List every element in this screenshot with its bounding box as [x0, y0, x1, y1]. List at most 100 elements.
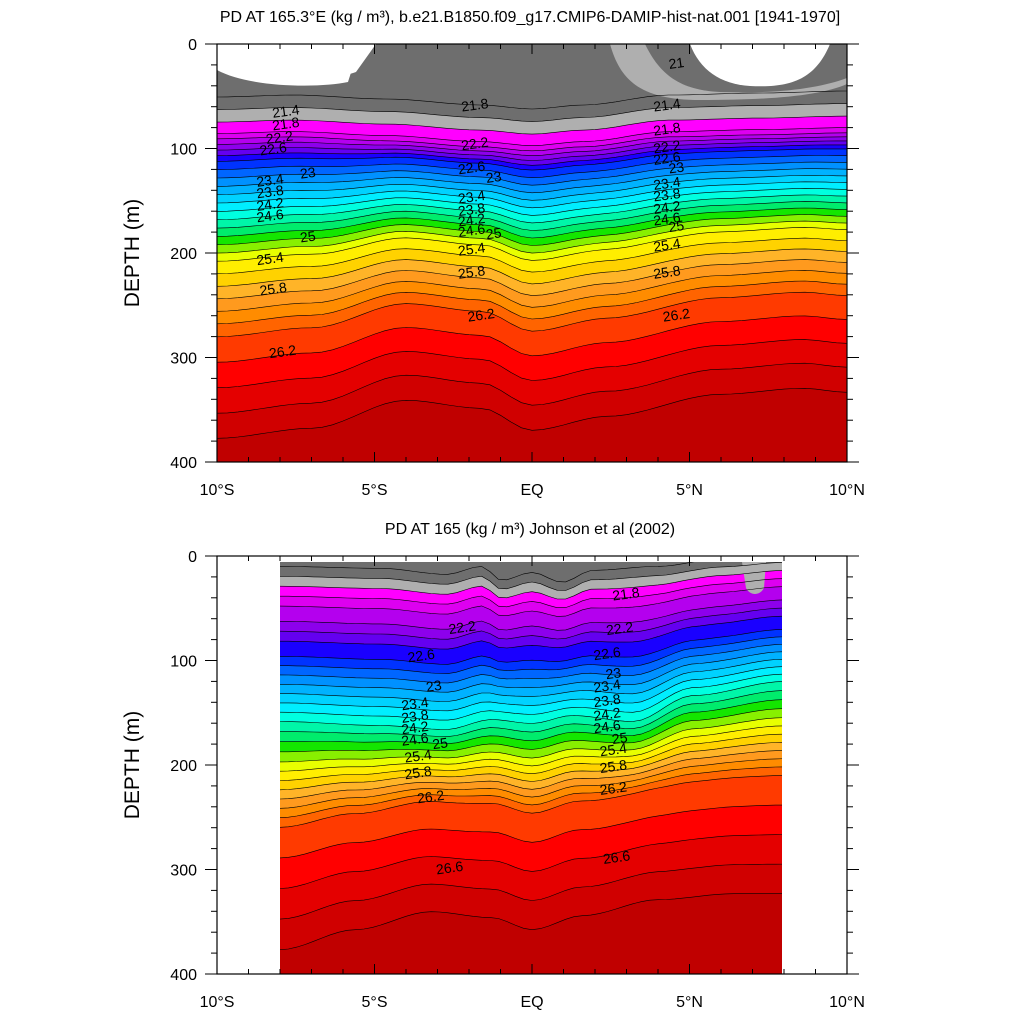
panel-model-contour-label: 23.8: [457, 199, 486, 219]
panel-observed-contour-line: [280, 658, 782, 702]
panel-observed-contour-label: 24.6: [592, 717, 621, 737]
panel-model-contour-label: 25: [485, 224, 503, 242]
panel-model-contour-line: [217, 161, 847, 186]
panel-observed-plot-area: [280, 562, 782, 974]
panel-model-axes: 10°S 5°S EQ 5°N 10°N 0 100 200 300 400: [170, 37, 865, 499]
panel-observed-contour-label: 23: [605, 664, 623, 682]
panel-model-contour-line: [217, 248, 847, 287]
panel-observed-contour-label: 25.8: [403, 763, 432, 783]
panel-observed-y-tick-label: 100: [170, 654, 197, 671]
panel-model-contour-label: 22.2: [265, 127, 294, 147]
panel-model-contour-label: 23.8: [652, 185, 681, 205]
panel-model-contour-label: 24.2: [652, 197, 681, 217]
panel-model-x-tick-label: 10°S: [200, 482, 235, 499]
panel-model-contour-line: [217, 175, 847, 201]
panel-observed-contour-line: [280, 766, 782, 818]
panel-observed-y-tick-label: 200: [170, 758, 197, 775]
panel-model-contour-label: 23.8: [255, 182, 284, 202]
panel-model-contour-label: 26.2: [662, 305, 691, 325]
panel-model-contour-label: 22.2: [460, 134, 489, 154]
panel-observed-contour-line: [280, 562, 782, 591]
panel-model-contour-label: 23.4: [255, 170, 284, 190]
panel-model-contour-line: [217, 280, 847, 325]
panel-observed-contour-label: 22.2: [605, 618, 634, 638]
panel-model-contour-label: 25.8: [259, 279, 288, 299]
panel-model-contour-label: 23: [668, 158, 686, 176]
panel-observed-contour-label: 25.4: [599, 740, 628, 760]
panel-observed-contour-line: [280, 708, 782, 753]
panel-model-contour-label: 23: [485, 168, 503, 186]
panel-observed-y-tick-label: 0: [188, 549, 197, 566]
panel-model-contour-line: [217, 214, 847, 246]
panel-observed-contour-line: [280, 636, 782, 674]
panel-model-x-tick-label: 10°N: [829, 482, 865, 499]
panel-observed-axes: 10°S 5°S EQ 5°N 10°N 0 100 200 300 400: [170, 549, 865, 1011]
panel-observed-title: PD AT 165 (kg / m³) Johnson et al (2002): [385, 521, 675, 538]
panel-model-contour-label: 24.2: [457, 210, 486, 230]
panel-observed-y-tick-label: 400: [170, 967, 197, 984]
panel-observed-contour-label: 25.4: [403, 746, 432, 766]
panel-observed-x-tick-label: EQ: [520, 994, 543, 1011]
panel-model-contour-label: 25.8: [457, 262, 486, 282]
panel-model-contour-line: [217, 269, 847, 312]
panel-observed-y-axis-label: DEPTH (m): [121, 711, 144, 820]
panel-model-contour-line: [217, 339, 847, 388]
panel-observed-contour-line: [280, 733, 782, 781]
panel-model-y-tick-label: 200: [170, 246, 197, 263]
panel-model-contour-line: [217, 136, 847, 156]
panel-observed-x-tick-label: 10°S: [200, 994, 235, 1011]
panel-model-contour-line: [217, 155, 847, 179]
panel-observed-contour-line: [280, 725, 782, 772]
panel-observed-contour-line: [280, 717, 782, 763]
panel-observed-contour-line: [280, 666, 782, 712]
panel-observed-contour-label: 25.8: [599, 756, 628, 776]
panel-model-contour-label: 21.4: [652, 95, 681, 115]
panel-model-contour-label: 24.6: [652, 209, 681, 229]
panel-model-contour-line: [217, 103, 847, 122]
panel-observed-contour-label: 23.8: [400, 706, 429, 726]
panel-model-surface-gap: [690, 44, 830, 87]
panel-model-contour-label: 21.8: [460, 95, 489, 115]
panel-model-contour-label: 25.8: [652, 262, 681, 282]
panel-model-contour-label: 26.2: [466, 305, 495, 325]
panel-model-contour-line: [217, 220, 847, 254]
panel-observed-contour-line: [280, 570, 782, 600]
panel-observed-band: [280, 893, 782, 974]
panel-observed-contour-lines: [280, 562, 782, 950]
panel-model-contour-label: 22.6: [652, 148, 681, 168]
panel-model-contour-label: 21: [668, 54, 686, 72]
panel-model-contour-line: [217, 127, 847, 146]
panel-observed-contour-label: 25: [431, 734, 449, 752]
panel-model-contour-line: [217, 140, 847, 161]
panel-observed-contour-line: [280, 644, 782, 684]
panel-model-contour-label: 24.6: [255, 206, 284, 226]
panel-observed-contour-line: [280, 578, 782, 609]
panel-model-contour-line: [217, 168, 847, 194]
panel-observed-contour-label: 22.6: [407, 646, 436, 666]
panel-model-band: [217, 388, 847, 462]
panel-observed-contour-line: [280, 893, 782, 950]
panel-observed-contour-label: 26.6: [602, 847, 631, 867]
panel-model-y-tick-label: 0: [188, 37, 197, 54]
panel-observed-contour-line: [280, 599, 782, 631]
panel-model-contour-label: 22.6: [259, 139, 288, 159]
panel-model-contour-label: 25.4: [457, 239, 486, 259]
panel-model-contour-label: 23.4: [652, 173, 681, 193]
panel-model-x-tick-label: 5°S: [362, 482, 388, 499]
panel-model-y-axis-label: DEPTH (m): [121, 199, 144, 308]
panel-observed-contour-line: [280, 629, 782, 665]
panel-model-title: PD AT 165.3°E (kg / m³), b.e21.B1850.f09…: [220, 9, 840, 26]
panel-model-plot-area: [217, 44, 847, 462]
panel-model-contour-line: [217, 201, 847, 231]
panel-model-contour-line: [217, 207, 847, 239]
panel-model-contour-label: 25: [299, 227, 317, 245]
panel-model: PD AT 165.3°E (kg / m³), b.e21.B1850.f09…: [121, 9, 865, 499]
panel-model-contour-line: [217, 181, 847, 209]
panel-model-contour-line: [217, 291, 847, 338]
panel-observed-contour-label: 24.6: [400, 729, 429, 749]
panel-model-contour-label: 24.6: [457, 220, 486, 240]
panel-observed-contour-line: [280, 758, 782, 809]
panel-observed-contour-line: [280, 775, 782, 828]
panel-model-contour-label: 21.8: [652, 119, 681, 139]
